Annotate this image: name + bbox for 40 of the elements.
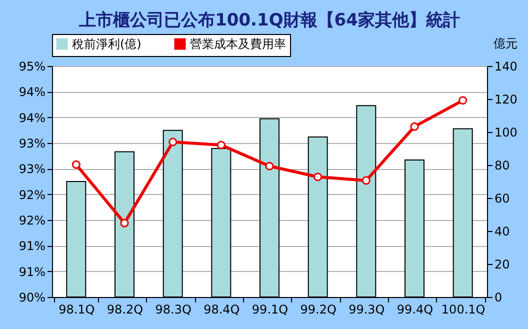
x-tick-label: 100.1Q — [441, 302, 486, 316]
y-tick-label: 94% — [18, 85, 46, 100]
point — [314, 172, 322, 182]
x-tick-label: 99.4Q — [396, 302, 434, 316]
y-tick-label: 93% — [18, 136, 46, 150]
point — [72, 160, 80, 169]
y2-tick-label: 60 — [494, 192, 510, 206]
y2-tick-label: 80 — [494, 158, 510, 172]
point — [168, 138, 178, 146]
y2-tick-label: 140 — [494, 60, 518, 74]
x-tick-label: 98.4Q — [204, 302, 240, 316]
point — [410, 122, 419, 131]
y2-tick-label: 40 — [494, 224, 510, 238]
y-tick-label: 94% — [18, 110, 46, 125]
y-tick-label: 93% — [18, 162, 46, 176]
point — [362, 176, 370, 185]
y-tick-label: 90% — [18, 290, 46, 304]
point — [216, 140, 226, 150]
point — [120, 218, 129, 228]
x-tick-label: 98.3Q — [155, 302, 192, 316]
y2-tick-label: 100 — [494, 126, 518, 140]
x-tick-label: 99.2Q — [300, 302, 336, 316]
x-tick-label: 99.3Q — [348, 302, 385, 316]
y2-tick-label: 0 — [494, 290, 502, 304]
point — [265, 162, 274, 170]
legend-label: 營業成本及費用率 — [190, 37, 286, 51]
point — [458, 96, 468, 105]
x-tick-label: 99.1Q — [252, 302, 288, 316]
y2-tick-label: 120 — [494, 92, 518, 106]
y-tick-label: 91% — [18, 264, 46, 279]
y2-tick-label: 20 — [494, 258, 510, 272]
y-tick-label: 92% — [18, 188, 46, 202]
x-tick-label: 98.1Q — [58, 302, 95, 316]
y-tick-label: 92% — [18, 214, 46, 228]
y-tick-label: 91% — [18, 239, 46, 254]
legend-label: 稅前淨利(億) — [72, 37, 142, 51]
y2-axis-title: 億元 — [494, 36, 518, 50]
x-tick-label: 98.2Q — [106, 302, 144, 316]
y-tick-label: 95% — [18, 60, 46, 74]
chart-title: 上市櫃公司已公布100.1Q財報【64家其他】統計 — [78, 10, 460, 30]
